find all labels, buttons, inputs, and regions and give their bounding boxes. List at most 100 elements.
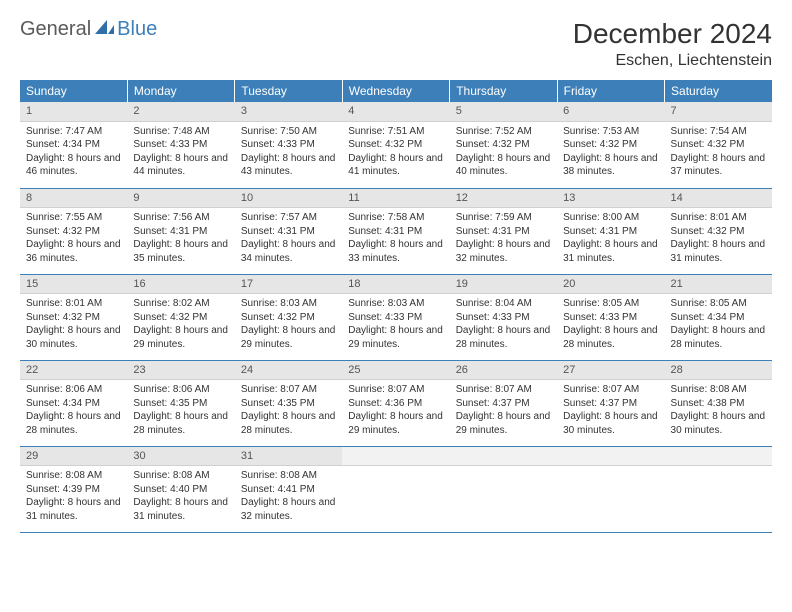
calendar-cell: 8Sunrise: 7:55 AMSunset: 4:32 PMDaylight… [20, 188, 127, 274]
day-number: 31 [235, 447, 342, 467]
sunrise-line: Sunrise: 8:03 AM [241, 297, 336, 311]
daylight-line: Daylight: 8 hours and 38 minutes. [563, 152, 658, 179]
calendar-week: 15Sunrise: 8:01 AMSunset: 4:32 PMDayligh… [20, 274, 772, 360]
sunrise-line: Sunrise: 8:04 AM [456, 297, 551, 311]
day-number: 12 [450, 189, 557, 209]
sunset-line: Sunset: 4:32 PM [241, 311, 336, 325]
day-body: Sunrise: 8:08 AMSunset: 4:38 PMDaylight:… [665, 380, 772, 441]
daylight-line: Daylight: 8 hours and 28 minutes. [133, 410, 228, 437]
sunrise-line: Sunrise: 7:58 AM [348, 211, 443, 225]
daylight-line: Daylight: 8 hours and 44 minutes. [133, 152, 228, 179]
daylight-line: Daylight: 8 hours and 29 minutes. [348, 324, 443, 351]
daylight-line: Daylight: 8 hours and 31 minutes. [133, 496, 228, 523]
sunrise-line: Sunrise: 8:07 AM [456, 383, 551, 397]
sunset-line: Sunset: 4:32 PM [456, 138, 551, 152]
calendar-cell: 6Sunrise: 7:53 AMSunset: 4:32 PMDaylight… [557, 102, 664, 188]
sunrise-line: Sunrise: 8:07 AM [241, 383, 336, 397]
day-body: Sunrise: 8:06 AMSunset: 4:35 PMDaylight:… [127, 380, 234, 441]
sunset-line: Sunset: 4:37 PM [563, 397, 658, 411]
location: Eschen, Liechtenstein [573, 52, 772, 70]
sunrise-line: Sunrise: 8:06 AM [133, 383, 228, 397]
sunset-line: Sunset: 4:33 PM [456, 311, 551, 325]
calendar-cell: 3Sunrise: 7:50 AMSunset: 4:33 PMDaylight… [235, 102, 342, 188]
day-number: 30 [127, 447, 234, 467]
title-block: December 2024 Eschen, Liechtenstein [573, 18, 772, 70]
calendar-cell: 24Sunrise: 8:07 AMSunset: 4:35 PMDayligh… [235, 360, 342, 446]
day-number: 7 [665, 102, 772, 122]
sunset-line: Sunset: 4:39 PM [26, 483, 121, 497]
calendar-cell: 31Sunrise: 8:08 AMSunset: 4:41 PMDayligh… [235, 446, 342, 532]
calendar-cell: 29Sunrise: 8:08 AMSunset: 4:39 PMDayligh… [20, 446, 127, 532]
sunrise-line: Sunrise: 7:55 AM [26, 211, 121, 225]
day-number: 16 [127, 275, 234, 295]
day-number: 28 [665, 361, 772, 381]
day-body: Sunrise: 8:01 AMSunset: 4:32 PMDaylight:… [665, 208, 772, 269]
sunrise-line: Sunrise: 8:05 AM [671, 297, 766, 311]
calendar-cell: 10Sunrise: 7:57 AMSunset: 4:31 PMDayligh… [235, 188, 342, 274]
day-number-empty [450, 447, 557, 467]
day-body: Sunrise: 8:03 AMSunset: 4:32 PMDaylight:… [235, 294, 342, 355]
day-body: Sunrise: 7:50 AMSunset: 4:33 PMDaylight:… [235, 122, 342, 183]
daylight-line: Daylight: 8 hours and 43 minutes. [241, 152, 336, 179]
day-number-empty [557, 447, 664, 467]
calendar-cell: 19Sunrise: 8:04 AMSunset: 4:33 PMDayligh… [450, 274, 557, 360]
day-number: 23 [127, 361, 234, 381]
daylight-line: Daylight: 8 hours and 29 minutes. [133, 324, 228, 351]
sunrise-line: Sunrise: 8:01 AM [671, 211, 766, 225]
sunset-line: Sunset: 4:31 PM [241, 225, 336, 239]
day-number: 11 [342, 189, 449, 209]
calendar-week: 1Sunrise: 7:47 AMSunset: 4:34 PMDaylight… [20, 102, 772, 188]
calendar-cell: 26Sunrise: 8:07 AMSunset: 4:37 PMDayligh… [450, 360, 557, 446]
sunrise-line: Sunrise: 7:51 AM [348, 125, 443, 139]
daylight-line: Daylight: 8 hours and 30 minutes. [26, 324, 121, 351]
day-number: 1 [20, 102, 127, 122]
calendar-cell: 22Sunrise: 8:06 AMSunset: 4:34 PMDayligh… [20, 360, 127, 446]
day-number: 21 [665, 275, 772, 295]
daylight-line: Daylight: 8 hours and 30 minutes. [563, 410, 658, 437]
day-number: 22 [20, 361, 127, 381]
day-body: Sunrise: 8:07 AMSunset: 4:36 PMDaylight:… [342, 380, 449, 441]
sunrise-line: Sunrise: 7:56 AM [133, 211, 228, 225]
day-number-empty [342, 447, 449, 467]
day-number: 20 [557, 275, 664, 295]
sunset-line: Sunset: 4:34 PM [26, 397, 121, 411]
daylight-line: Daylight: 8 hours and 36 minutes. [26, 238, 121, 265]
dayname-row: Sunday Monday Tuesday Wednesday Thursday… [20, 80, 772, 102]
calendar-cell: 15Sunrise: 8:01 AMSunset: 4:32 PMDayligh… [20, 274, 127, 360]
dayname-thursday: Thursday [450, 80, 557, 102]
calendar-week: 29Sunrise: 8:08 AMSunset: 4:39 PMDayligh… [20, 446, 772, 532]
logo: General Blue [20, 18, 157, 41]
calendar-cell: 16Sunrise: 8:02 AMSunset: 4:32 PMDayligh… [127, 274, 234, 360]
sunset-line: Sunset: 4:31 PM [456, 225, 551, 239]
day-body: Sunrise: 8:08 AMSunset: 4:39 PMDaylight:… [20, 466, 127, 527]
sunset-line: Sunset: 4:35 PM [133, 397, 228, 411]
sunset-line: Sunset: 4:38 PM [671, 397, 766, 411]
sunset-line: Sunset: 4:32 PM [133, 311, 228, 325]
sunset-line: Sunset: 4:37 PM [456, 397, 551, 411]
day-body: Sunrise: 7:59 AMSunset: 4:31 PMDaylight:… [450, 208, 557, 269]
dayname-sunday: Sunday [20, 80, 127, 102]
day-number: 25 [342, 361, 449, 381]
daylight-line: Daylight: 8 hours and 32 minutes. [241, 496, 336, 523]
dayname-wednesday: Wednesday [342, 80, 449, 102]
day-number: 4 [342, 102, 449, 122]
dayname-friday: Friday [557, 80, 664, 102]
sunrise-line: Sunrise: 8:07 AM [348, 383, 443, 397]
sunset-line: Sunset: 4:33 PM [133, 138, 228, 152]
sunrise-line: Sunrise: 8:01 AM [26, 297, 121, 311]
sunrise-line: Sunrise: 8:08 AM [671, 383, 766, 397]
daylight-line: Daylight: 8 hours and 30 minutes. [671, 410, 766, 437]
day-body: Sunrise: 8:07 AMSunset: 4:37 PMDaylight:… [557, 380, 664, 441]
calendar-cell: 12Sunrise: 7:59 AMSunset: 4:31 PMDayligh… [450, 188, 557, 274]
day-body: Sunrise: 7:51 AMSunset: 4:32 PMDaylight:… [342, 122, 449, 183]
daylight-line: Daylight: 8 hours and 28 minutes. [563, 324, 658, 351]
calendar-body: 1Sunrise: 7:47 AMSunset: 4:34 PMDaylight… [20, 102, 772, 532]
day-number: 5 [450, 102, 557, 122]
sunset-line: Sunset: 4:36 PM [348, 397, 443, 411]
calendar-cell: 30Sunrise: 8:08 AMSunset: 4:40 PMDayligh… [127, 446, 234, 532]
sunset-line: Sunset: 4:31 PM [348, 225, 443, 239]
daylight-line: Daylight: 8 hours and 29 minutes. [456, 410, 551, 437]
day-number: 18 [342, 275, 449, 295]
page-title: December 2024 [573, 18, 772, 50]
day-number: 8 [20, 189, 127, 209]
